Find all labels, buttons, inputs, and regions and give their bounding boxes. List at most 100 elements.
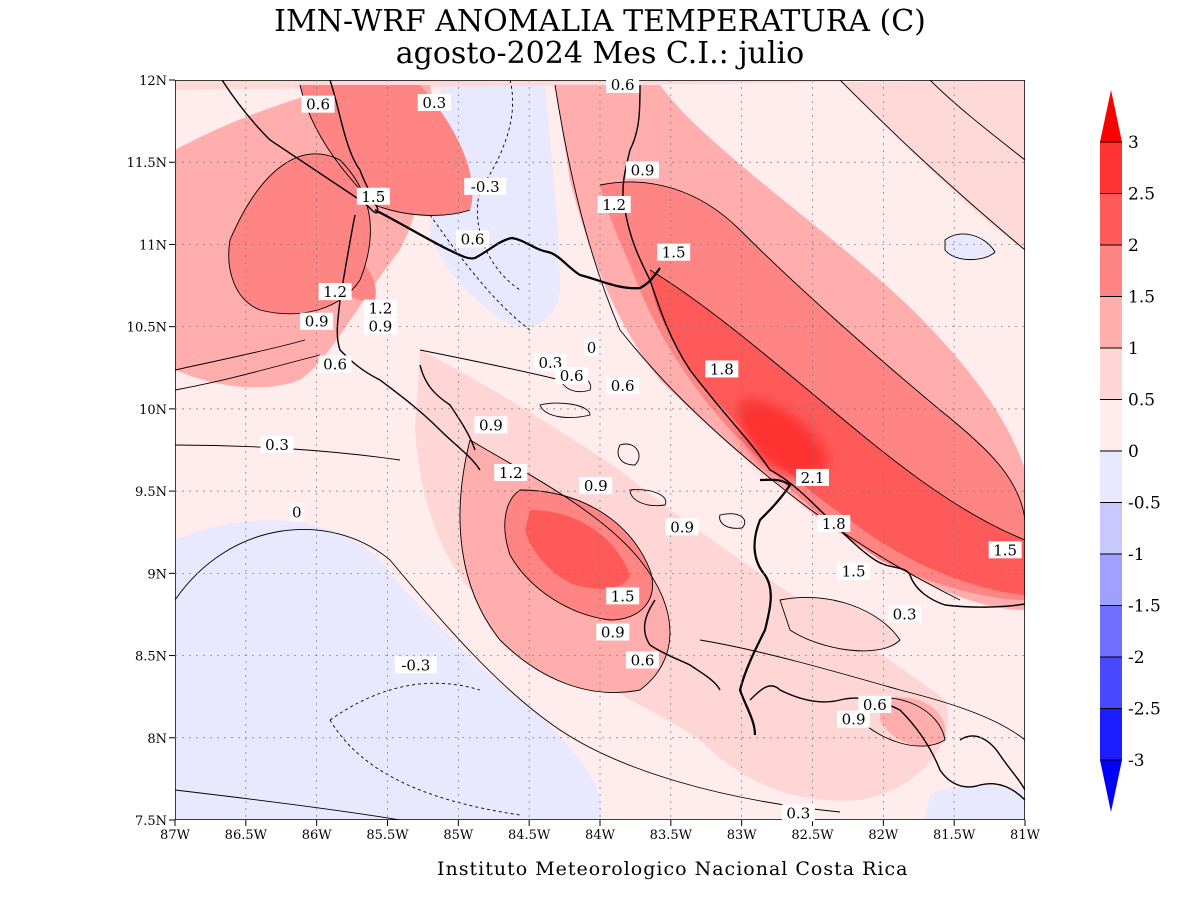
contour-label: 0	[289, 503, 305, 521]
colorbar: 3 2.5 2 1.5 1 0.5 0 -0.5 -1 -1.5 -2 -2.5 -3	[1100, 90, 1161, 812]
contour-label: 0.3	[260, 436, 294, 454]
svg-text:0.6: 0.6	[306, 96, 330, 114]
colorbar-arrow-bottom	[1100, 760, 1122, 812]
y-tick-label: 11.5N	[127, 156, 167, 171]
x-tick-label: 83.5W	[650, 828, 693, 843]
y-tick-label: 10.5N	[127, 321, 167, 336]
svg-text:1.2: 1.2	[323, 283, 347, 301]
colorbar-segment	[1100, 605, 1122, 658]
contour-label: 1.2	[494, 464, 528, 482]
colorbar-segment	[1100, 451, 1122, 503]
contour-label: 0.9	[300, 312, 334, 331]
colorbar-segment	[1100, 399, 1122, 452]
svg-text:0.6: 0.6	[611, 377, 635, 395]
svg-text:0.6: 0.6	[560, 367, 584, 385]
colorbar-segment	[1100, 348, 1122, 400]
colorbar-tick-label: -2	[1128, 648, 1145, 668]
svg-text:0.3: 0.3	[893, 605, 917, 623]
x-tick-label: 87W	[160, 828, 191, 843]
contour-label: 0.6	[301, 95, 335, 114]
colorbar-tick-label: -0.5	[1128, 494, 1161, 514]
footer-credit: Instituto Meteorologico Nacional Costa R…	[437, 858, 909, 880]
contour-label: 0.6	[318, 355, 352, 373]
colorbar-arrow-top	[1100, 90, 1122, 142]
contour-label: 1.5	[837, 562, 871, 581]
svg-text:1.2: 1.2	[602, 196, 626, 214]
svg-text:0: 0	[292, 503, 302, 521]
colorbar-tick-label: -1.5	[1128, 597, 1161, 617]
y-tick-label: 12N	[139, 74, 167, 89]
svg-text:1.5: 1.5	[993, 541, 1017, 559]
colorbar-segment	[1100, 142, 1122, 194]
x-tick-label: 82W	[868, 828, 899, 843]
x-tick-label: 81.5W	[933, 828, 976, 843]
svg-text:0.9: 0.9	[601, 624, 625, 642]
x-tick-label: 84.5W	[508, 828, 551, 843]
contour-label: 1.5	[356, 187, 390, 206]
contour-label: 0.9	[474, 416, 508, 434]
svg-text:0.3: 0.3	[786, 804, 810, 822]
x-tick-label: 86W	[302, 828, 333, 843]
contour-label: 0.9	[596, 623, 630, 642]
svg-text:1.5: 1.5	[662, 244, 686, 262]
contour-label: 1.8	[817, 515, 851, 533]
map-subtitle: agosto-2024 Mes C.I.: julio	[395, 36, 805, 71]
svg-text:-0.3: -0.3	[401, 656, 430, 674]
contour-label: 1.5	[657, 244, 691, 262]
contour-label: 0.6	[456, 230, 489, 249]
svg-text:0.3: 0.3	[265, 436, 289, 454]
colorbar-segment	[1100, 657, 1122, 709]
y-tick-label: 11N	[139, 238, 167, 253]
colorbar-segment	[1100, 554, 1122, 606]
y-axis: 12N 11.5N 11N 10.5N 10N 9.5N 9N 8.5N 8N 7.5N	[127, 74, 175, 829]
contour-label: 0.6	[858, 695, 892, 714]
svg-text:1.2: 1.2	[499, 464, 523, 482]
colorbar-tick-label: -3	[1128, 751, 1145, 771]
colorbar-tick-label: 3	[1128, 133, 1139, 153]
contour-label: 0.9	[363, 317, 397, 336]
svg-text:0: 0	[587, 339, 597, 357]
contour-label: 1.5	[606, 587, 640, 605]
svg-text:1.2: 1.2	[368, 300, 392, 318]
svg-text:0.9: 0.9	[670, 518, 694, 536]
svg-text:0.3: 0.3	[422, 94, 446, 112]
svg-text:1.5: 1.5	[361, 188, 385, 206]
colorbar-segment	[1100, 245, 1122, 297]
contour-label: 0.3	[417, 94, 451, 112]
contour-label: 0	[584, 339, 599, 357]
x-tick-label: 81W	[1010, 828, 1041, 843]
x-tick-label: 85.5W	[366, 828, 409, 843]
contour-label: -0.3	[394, 656, 437, 674]
svg-text:0.9: 0.9	[842, 711, 866, 729]
contour-label: 0.6	[626, 651, 659, 669]
x-tick-label: 84W	[585, 828, 616, 843]
contour-label: 1.2	[318, 283, 352, 301]
svg-text:1.5: 1.5	[611, 587, 635, 605]
svg-text:-0.3: -0.3	[471, 178, 500, 196]
svg-text:0.6: 0.6	[461, 231, 485, 249]
colorbar-segment	[1100, 708, 1122, 761]
contour-label: 1.2	[363, 299, 397, 318]
colorbar-tick-label: 1.5	[1128, 288, 1155, 308]
x-tick-label: 83W	[727, 828, 758, 843]
contour-label: 0.3	[781, 804, 815, 822]
colorbar-segment	[1100, 502, 1122, 555]
contour-label: 0.6	[606, 376, 640, 395]
contour-label: 0.9	[626, 161, 659, 179]
svg-text:0.6: 0.6	[323, 355, 347, 373]
contour-label: 0.9	[837, 710, 871, 729]
colorbar-segment	[1100, 193, 1122, 246]
svg-text:0.9: 0.9	[368, 318, 392, 336]
contour-label: 2.1	[796, 468, 829, 487]
contour-label: 0.6	[555, 367, 589, 385]
contour-label: 0.9	[665, 518, 699, 536]
svg-text:1.8: 1.8	[822, 515, 846, 533]
contour-label: 1.8	[705, 360, 739, 378]
y-tick-label: 9.5N	[135, 485, 167, 500]
contour-labels: 0.6 0.30.60.91.5-0.31.20.61.51.21.20.9 0.9…	[260, 75, 1022, 822]
svg-text:0.9: 0.9	[584, 477, 608, 495]
colorbar-segment	[1100, 296, 1122, 349]
svg-text:0.9: 0.9	[479, 416, 503, 434]
contour-label: 0.9	[579, 477, 613, 495]
